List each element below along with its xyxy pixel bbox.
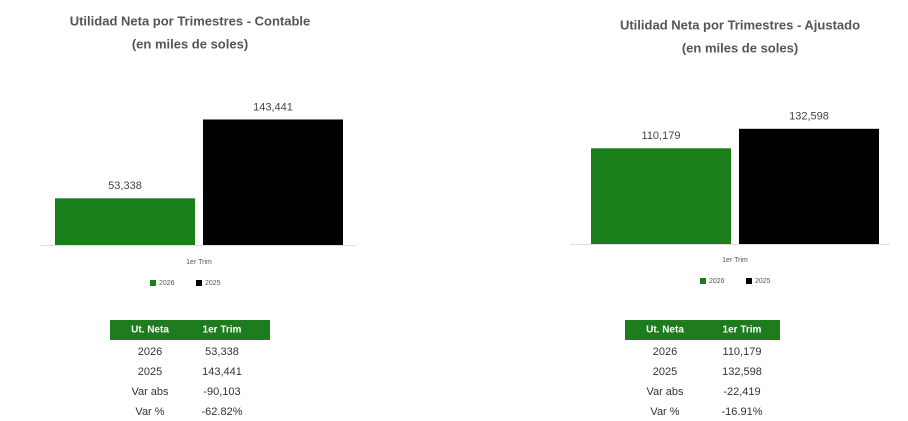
table-header xyxy=(110,320,270,340)
table-cell: -22,419 xyxy=(723,386,760,398)
legend-label: 2025 xyxy=(205,280,221,287)
table-cell: -16.91% xyxy=(722,406,763,418)
chart-title: Utilidad Neta por Trimestres - Contable xyxy=(70,13,311,28)
bar xyxy=(203,119,343,245)
x-tick-label: 1er Trim xyxy=(186,259,212,266)
chart-subtitle: (en miles de soles) xyxy=(682,40,798,55)
legend-label: 2026 xyxy=(709,278,725,285)
legend-swatch xyxy=(700,278,706,284)
legend-swatch xyxy=(746,278,752,284)
chart-subtitle: (en miles de soles) xyxy=(132,36,248,51)
data-label: 53,338 xyxy=(108,180,142,192)
table-header-cell: 1er Trim xyxy=(723,325,762,336)
legend-swatch xyxy=(150,280,156,286)
bar xyxy=(739,128,879,244)
bar xyxy=(591,148,731,244)
table-cell: 2025 xyxy=(138,366,162,378)
table-cell: 143,441 xyxy=(202,366,242,378)
table-cell: Var % xyxy=(650,406,679,418)
table-cell: Var abs xyxy=(646,386,684,398)
legend-label: 2026 xyxy=(159,280,175,287)
table-cell: Var abs xyxy=(131,386,169,398)
table-cell: 53,338 xyxy=(205,346,239,358)
table-header-cell: 1er Trim xyxy=(203,325,242,336)
table-cell: 2026 xyxy=(653,346,677,358)
table-cell: 132,598 xyxy=(722,366,762,378)
table-cell: 2025 xyxy=(653,366,677,378)
table-cell: 2026 xyxy=(138,346,162,358)
table-cell: Var % xyxy=(135,406,164,418)
data-label: 143,441 xyxy=(253,101,293,113)
table-header-cell: Ut. Neta xyxy=(131,325,169,336)
x-tick-label: 1er Trim xyxy=(722,257,748,264)
chart-title: Utilidad Neta por Trimestres - Ajustado xyxy=(620,17,860,32)
table-header-cell: Ut. Neta xyxy=(646,325,684,336)
table-cell: -90,103 xyxy=(203,386,240,398)
data-label: 110,179 xyxy=(642,130,681,142)
legend-swatch xyxy=(196,280,202,286)
table-header xyxy=(625,320,780,340)
legend-label: 2025 xyxy=(755,278,771,285)
bar xyxy=(55,198,195,245)
data-label: 132,598 xyxy=(789,111,829,123)
table-cell: -62.82% xyxy=(202,406,243,418)
table-cell: 110,179 xyxy=(723,346,762,358)
